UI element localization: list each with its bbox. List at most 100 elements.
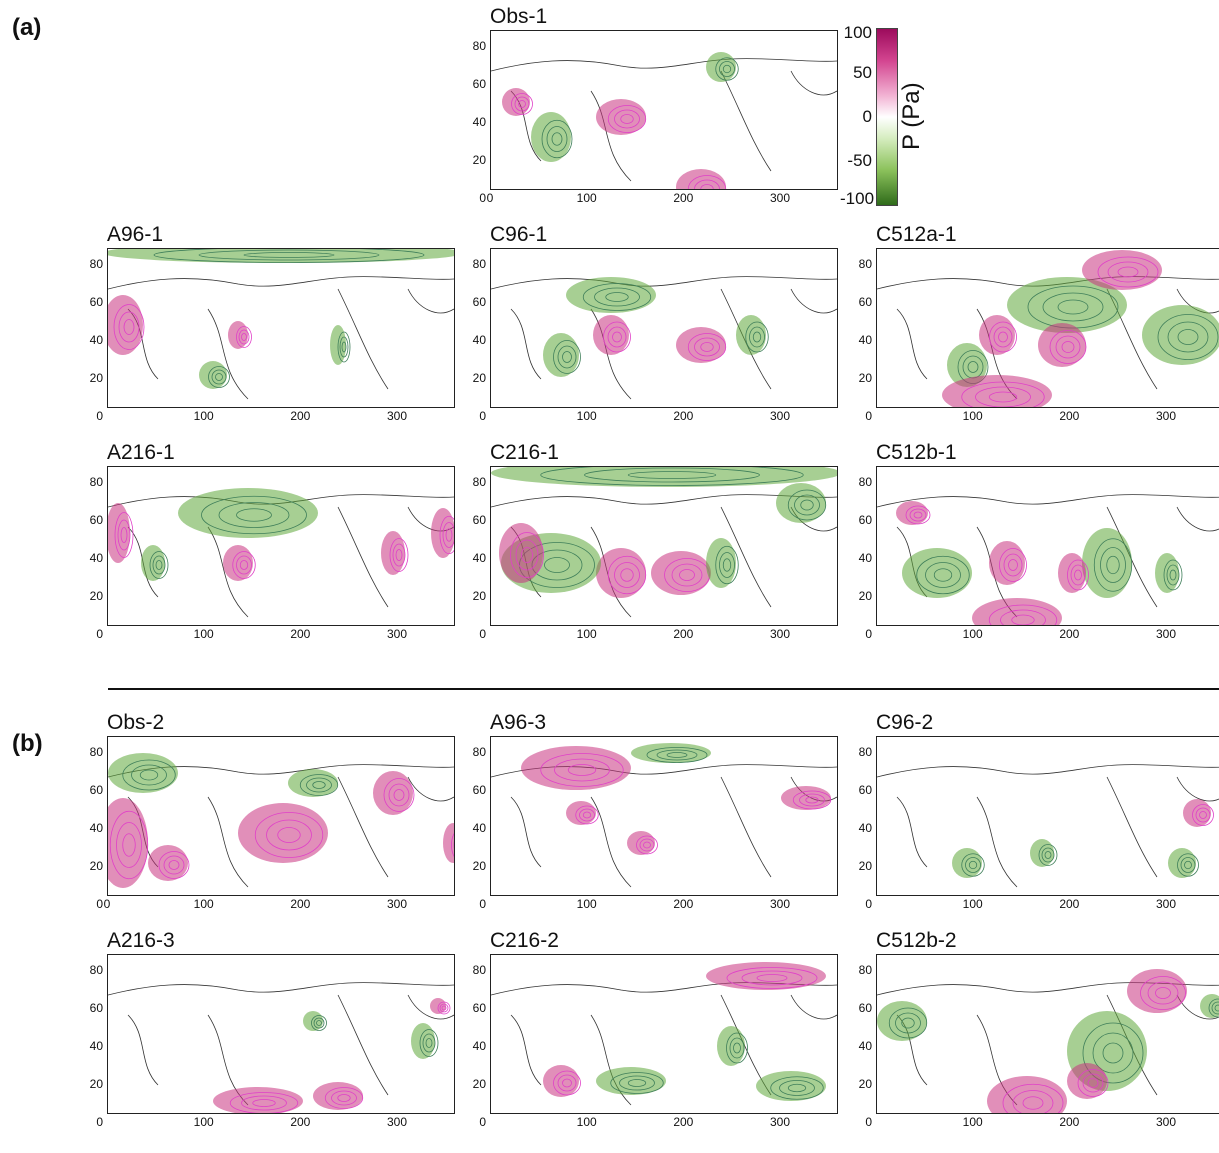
y-tick-label: 80 <box>858 475 872 489</box>
contour-line <box>1008 559 1018 571</box>
contour-line <box>1042 292 1104 322</box>
contour-line <box>620 568 634 582</box>
contour-line <box>575 805 599 825</box>
contour-line <box>236 508 272 522</box>
coastline <box>108 276 454 400</box>
contour-line <box>114 512 134 558</box>
y-tick-label: 40 <box>472 1039 486 1053</box>
contour-line <box>1067 559 1089 591</box>
contour-line <box>567 764 597 776</box>
x-tick-label: 300 <box>1155 1115 1177 1129</box>
contour-line <box>419 1029 439 1057</box>
y-tick-label: 40 <box>89 333 103 347</box>
contour-line <box>1011 614 1035 625</box>
x-tick-label: 100 <box>962 897 983 911</box>
y-tick-label: 60 <box>89 513 103 527</box>
contour-line <box>636 835 658 855</box>
contour-line <box>122 833 136 857</box>
y-tick-label: 40 <box>858 1039 872 1053</box>
positive-anomaly-shading <box>443 823 454 863</box>
positive-anomaly-shading <box>148 845 188 881</box>
map-frame <box>490 466 838 626</box>
contour-line <box>1214 1004 1219 1012</box>
x-tick-label: 100 <box>576 191 597 205</box>
contour-line <box>518 100 526 108</box>
contour-line <box>445 528 453 542</box>
contour-line <box>451 833 454 857</box>
contour-line <box>553 340 581 374</box>
contour-line <box>393 789 405 801</box>
contour-line <box>614 109 640 129</box>
map-frame <box>107 954 455 1114</box>
contour-line <box>553 1070 581 1096</box>
panel-title: C512b-1 <box>876 441 957 464</box>
y-tick-label: 40 <box>472 551 486 565</box>
x-tick-label: 300 <box>769 1115 791 1129</box>
y-tick-label: 0 <box>479 191 486 205</box>
contour-line <box>252 1099 276 1107</box>
contour-line <box>1044 851 1052 859</box>
contour-line <box>1157 314 1219 360</box>
contour-line <box>201 495 307 535</box>
y-tick-label: 80 <box>472 745 486 759</box>
contour-line <box>313 1017 325 1029</box>
negative-anomaly-shading <box>952 848 982 878</box>
panel-title: A216-1 <box>107 441 175 464</box>
anomaly-map <box>877 250 1219 407</box>
map-frame <box>876 954 1219 1114</box>
contour-line <box>787 489 827 521</box>
contour-line <box>1211 1001 1219 1015</box>
contour-line <box>442 522 454 548</box>
contour-line <box>149 551 169 579</box>
contour-line <box>715 57 739 81</box>
coastline <box>491 276 837 400</box>
contour-line <box>1074 569 1082 581</box>
contour-line <box>1002 1083 1064 1113</box>
x-tick-label: 100 <box>576 627 597 641</box>
coastline <box>491 58 837 182</box>
contour-line <box>694 337 720 357</box>
contour-line <box>968 860 978 870</box>
coastline <box>491 764 837 888</box>
panel-c96-2: C96-2 80 60 40 20 0 100 200 300 <box>859 712 1219 911</box>
positive-anomaly-shading <box>238 803 328 863</box>
contour-line <box>116 822 142 868</box>
contour-line <box>389 538 409 572</box>
contour-line <box>909 508 927 522</box>
contour-line <box>229 1092 299 1113</box>
map-frame <box>490 954 838 1114</box>
coastline <box>877 764 1219 888</box>
contour-line <box>1169 569 1177 581</box>
y-tick-label: 80 <box>89 745 103 759</box>
x-tick-label: 200 <box>1059 897 1080 911</box>
x-tick-label: 100 <box>193 1115 214 1129</box>
contour-line <box>729 1037 745 1059</box>
contour-line <box>514 96 530 112</box>
contour-line <box>155 560 163 570</box>
positive-anomaly-shading <box>313 1082 363 1110</box>
x-tick-label: 200 <box>290 409 311 423</box>
contour-line <box>988 604 1058 625</box>
y-tick-label: 0 <box>479 897 486 911</box>
contour-line <box>277 827 301 843</box>
y-tick-label: 20 <box>858 371 872 385</box>
contour-line <box>131 764 167 786</box>
contour-line <box>122 759 176 791</box>
y-tick-label: 60 <box>858 1001 872 1015</box>
y-tick-label: 80 <box>89 475 103 489</box>
contour-line <box>792 790 832 810</box>
map-frame <box>490 736 838 896</box>
anomaly-map <box>108 753 454 888</box>
contour-line <box>241 333 247 341</box>
y-tick-label: 60 <box>472 77 486 91</box>
contour-line <box>687 175 727 189</box>
y-tick-label: 40 <box>89 821 103 835</box>
x-tick-label: 100 <box>962 409 983 423</box>
x-tick-label: 300 <box>769 627 791 641</box>
contour-line <box>1167 321 1209 353</box>
contour-line <box>715 545 739 585</box>
y-tick-label: 80 <box>858 257 872 271</box>
x-tick-label: 300 <box>1155 627 1177 641</box>
contour-line <box>975 386 1031 407</box>
contour-line <box>607 326 627 348</box>
